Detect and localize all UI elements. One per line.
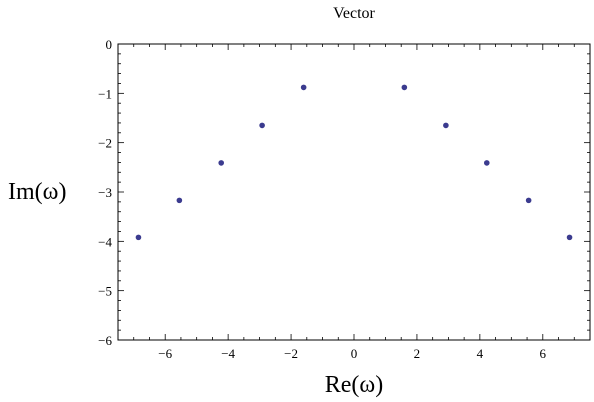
y-tick-label: 0	[106, 37, 113, 52]
x-tick-label: 2	[414, 346, 421, 361]
y-tick-label: −3	[98, 185, 112, 200]
x-tick-label: 4	[477, 346, 484, 361]
x-tick-label: 6	[540, 346, 547, 361]
x-axis-label: Re(ω)	[325, 372, 383, 398]
data-point	[176, 197, 183, 204]
chart-title: Vector	[333, 5, 375, 22]
x-tick-label: −4	[221, 346, 235, 361]
y-axis-label: Im(ω)	[8, 179, 66, 205]
data-point	[483, 160, 490, 166]
data-point	[300, 84, 307, 91]
x-tick-label: −6	[158, 346, 172, 361]
data-point	[218, 160, 225, 166]
minor-ticks	[117, 44, 591, 340]
major-ticks	[118, 43, 590, 341]
data-point	[259, 122, 265, 129]
data-point	[525, 197, 532, 204]
y-tick-label: −5	[98, 284, 112, 299]
data-point	[135, 234, 142, 241]
plot-frame	[117, 43, 591, 341]
y-tick-labels: 0 −1 −2 −3 −4 −5 −6	[98, 37, 112, 348]
data-point	[401, 84, 408, 91]
x-tick-label: −2	[284, 346, 298, 361]
y-tick-label: −4	[98, 234, 112, 249]
y-tick-label: −1	[98, 86, 112, 101]
y-tick-label: −2	[98, 136, 112, 151]
x-tick-labels: −6 −4 −2 0 2 4 6	[158, 346, 546, 361]
x-tick-label: 0	[351, 346, 358, 361]
y-tick-label: −6	[98, 333, 112, 348]
data-point	[566, 234, 573, 241]
data-point	[443, 122, 449, 129]
data-points	[135, 84, 573, 241]
